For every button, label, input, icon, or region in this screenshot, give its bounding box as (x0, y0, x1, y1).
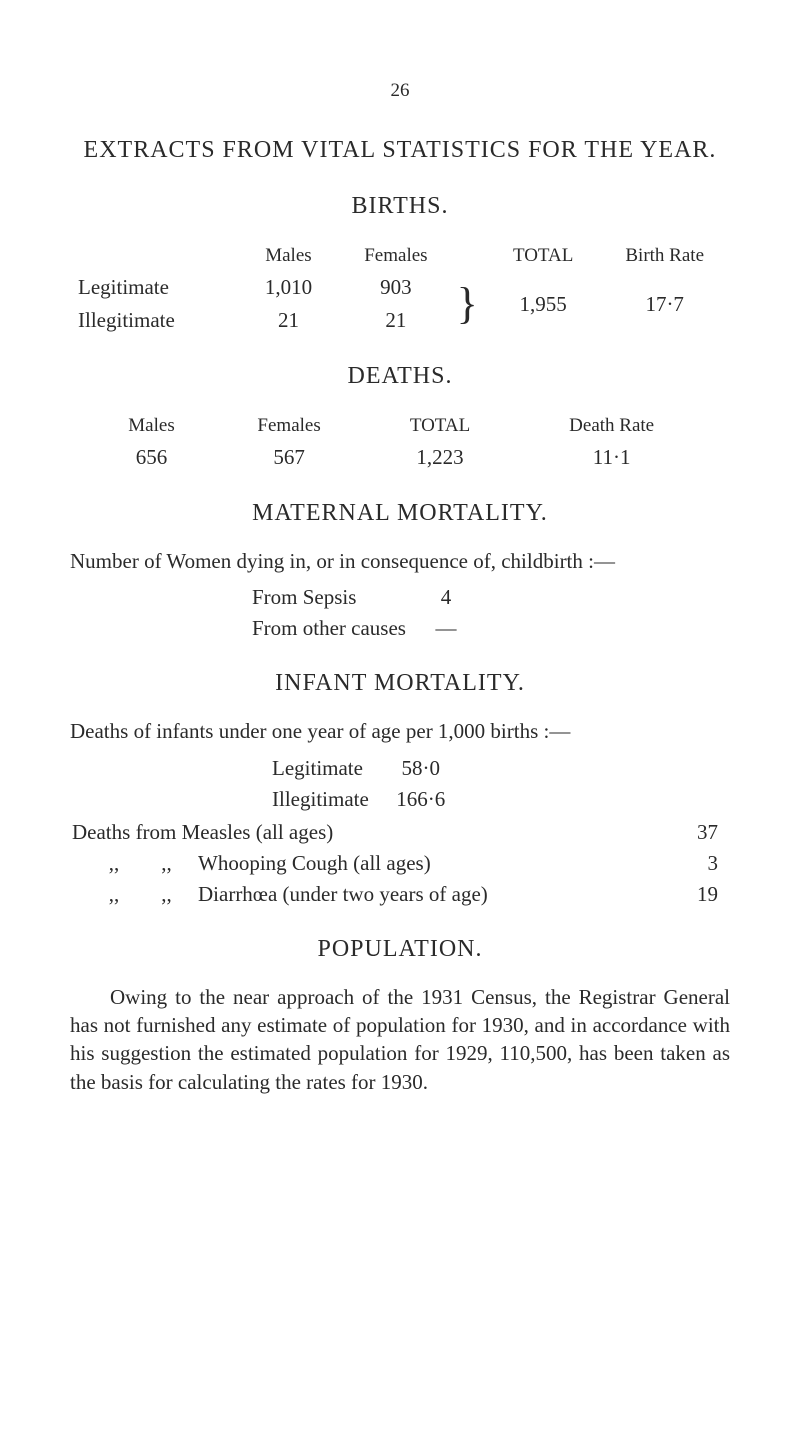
deaths-header-total: TOTAL (367, 412, 513, 440)
maternal-intro-text: Number of Women dying in, or in conseque… (70, 549, 615, 573)
page-container: 26 EXTRACTS FROM VITAL STATISTICS FOR TH… (0, 0, 800, 1136)
infant-illegit-label: Illegitimate (272, 785, 384, 814)
infant-diarrhoea-label: ,, ,, Diarrhœa (under two years of age) (72, 880, 666, 909)
deaths-header-row: Males Females TOTAL Death Rate (92, 412, 708, 440)
population-paragraph: Owing to the near approach of the 1931 C… (70, 983, 730, 1096)
deaths-values-row: 656 567 1,223 11·1 (92, 442, 708, 473)
infant-measles-label: Deaths from Measles (all ages) (72, 818, 666, 847)
births-legitimate-row: Legitimate 1,010 903 } 1,955 17·7 (72, 272, 728, 303)
births-header-row: Males Females TOTAL Birth Rate (72, 242, 728, 270)
births-header-females: Females (343, 242, 448, 270)
infant-measles-value: 37 (668, 818, 728, 847)
infant-intro: Deaths of infants under one year of age … (70, 717, 730, 745)
infant-whooping-label: ,, ,, Whooping Cough (all ages) (72, 849, 666, 878)
deaths-header-males: Males (92, 412, 211, 440)
infant-causes-table: Deaths from Measles (all ages) 37 ,, ,, … (70, 816, 730, 911)
deaths-rate: 11·1 (515, 442, 708, 473)
births-header-males: Males (236, 242, 341, 270)
infant-heading: INFANT MORTALITY. (70, 670, 730, 697)
births-table: Males Females TOTAL Birth Rate Legitimat… (70, 240, 730, 338)
maternal-sepsis-label: From Sepsis (252, 583, 424, 612)
infant-whooping-value: 3 (668, 849, 728, 878)
maternal-sepsis-value: 4 (426, 583, 484, 612)
maternal-other-row: From other causes — (252, 614, 484, 643)
births-illegit-females: 21 (343, 305, 448, 336)
deaths-header-females: Females (213, 412, 365, 440)
maternal-causes-table: From Sepsis 4 From other causes — (250, 581, 486, 645)
maternal-intro: Number of Women dying in, or in conseque… (70, 547, 730, 575)
births-legit-label: Legitimate (72, 272, 234, 303)
births-rate: 17·7 (601, 272, 728, 336)
deaths-heading: DEATHS. (70, 363, 730, 390)
infant-illegit-row: Illegitimate 166·6 (272, 785, 471, 814)
infant-legit-row: Legitimate 58·0 (272, 754, 471, 783)
births-illegit-label: Illegitimate (72, 305, 234, 336)
infant-illegit-value: 166·6 (386, 785, 471, 814)
births-header-total: TOTAL (487, 242, 600, 270)
births-header-rate: Birth Rate (601, 242, 728, 270)
deaths-header-rate: Death Rate (515, 412, 708, 440)
infant-legit-value: 58·0 (386, 754, 471, 783)
main-title: EXTRACTS FROM VITAL STATISTICS FOR THE Y… (70, 132, 730, 168)
births-heading: BIRTHS. (70, 193, 730, 220)
infant-measles-row: Deaths from Measles (all ages) 37 (72, 818, 728, 847)
deaths-females: 567 (213, 442, 365, 473)
brace-icon: } (451, 272, 485, 336)
maternal-other-label: From other causes (252, 614, 424, 643)
deaths-males: 656 (92, 442, 211, 473)
deaths-total: 1,223 (367, 442, 513, 473)
maternal-other-value: — (426, 614, 484, 643)
births-total: 1,955 (487, 272, 600, 336)
births-legit-males: 1,010 (236, 272, 341, 303)
infant-category-table: Legitimate 58·0 Illegitimate 166·6 (270, 752, 473, 816)
population-heading: POPULATION. (70, 936, 730, 963)
births-illegit-males: 21 (236, 305, 341, 336)
infant-intro-text: Deaths of infants under one year of age … (70, 719, 570, 743)
page-number: 26 (70, 80, 730, 102)
infant-diarrhoea-value: 19 (668, 880, 728, 909)
infant-diarrhoea-row: ,, ,, Diarrhœa (under two years of age) … (72, 880, 728, 909)
infant-whooping-row: ,, ,, Whooping Cough (all ages) 3 (72, 849, 728, 878)
deaths-table: Males Females TOTAL Death Rate 656 567 1… (90, 410, 710, 475)
maternal-sepsis-row: From Sepsis 4 (252, 583, 484, 612)
infant-legit-label: Legitimate (272, 754, 384, 783)
births-legit-females: 903 (343, 272, 448, 303)
maternal-heading: MATERNAL MORTALITY. (70, 500, 730, 527)
